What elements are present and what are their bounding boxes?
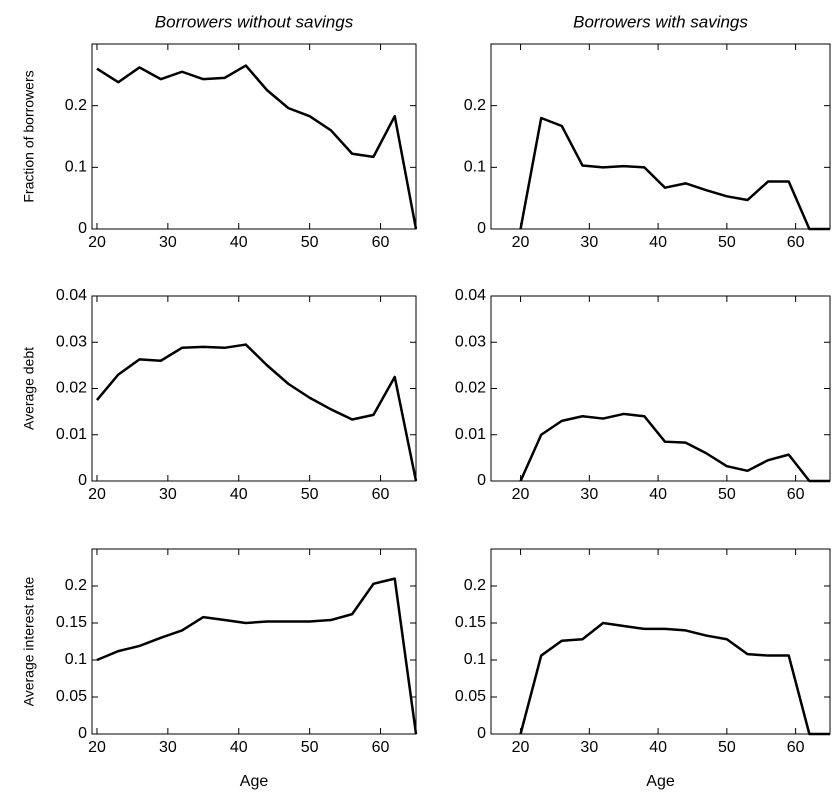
- x-tick-label: 30: [159, 486, 177, 503]
- plot-frame: [490, 548, 831, 735]
- x-tick-label: 50: [718, 739, 736, 756]
- x-tick-label: 50: [301, 486, 319, 503]
- chart-title: Borrowers with savings: [573, 12, 748, 31]
- x-axis-label: Age: [240, 773, 269, 790]
- data-line: [96, 577, 418, 735]
- data-line: [96, 64, 418, 230]
- y-tick-label: 0.02: [455, 380, 486, 397]
- plot-frame: [91, 295, 417, 482]
- x-tick-label: 40: [230, 739, 248, 756]
- y-tick-label: 0.2: [464, 577, 486, 594]
- plot-frame: [91, 548, 417, 735]
- x-tick-label: 30: [580, 739, 598, 756]
- x-tick-label: 60: [787, 234, 805, 251]
- data-line: [96, 343, 418, 482]
- x-tick-label: 60: [372, 234, 390, 251]
- y-tick-label: 0.05: [455, 688, 486, 705]
- x-tick-label: 20: [512, 739, 530, 756]
- y-tick-label: 0.1: [65, 651, 87, 668]
- x-tick-label: 60: [372, 486, 390, 503]
- y-tick-label: 0: [78, 725, 87, 742]
- x-tick-label: 40: [649, 234, 667, 251]
- y-tick-label: 0: [477, 725, 486, 742]
- x-tick-label: 40: [649, 486, 667, 503]
- y-tick-label: 0.15: [56, 614, 87, 631]
- plot-frame: [490, 295, 831, 482]
- x-tick-label: 50: [301, 739, 319, 756]
- plot-frame: [490, 43, 831, 230]
- data-line: [519, 412, 830, 483]
- y-tick-label: 0: [78, 472, 87, 489]
- x-tick-label: 40: [649, 739, 667, 756]
- y-axis-label: Average interest rate: [21, 576, 37, 706]
- plot-frame: [91, 43, 417, 230]
- x-tick-label: 50: [718, 234, 736, 251]
- x-tick-label: 20: [512, 486, 530, 503]
- x-tick-label: 60: [787, 739, 805, 756]
- y-tick-label: 0.04: [455, 287, 486, 304]
- x-tick-label: 60: [372, 739, 390, 756]
- x-tick-label: 20: [512, 234, 530, 251]
- y-tick-label: 0.03: [455, 333, 486, 350]
- y-tick-label: 0.2: [65, 97, 87, 114]
- data-line: [519, 621, 830, 736]
- y-tick-label: 0.2: [464, 97, 486, 114]
- x-tick-label: 20: [88, 739, 106, 756]
- y-tick-label: 0.1: [464, 159, 486, 176]
- x-tick-label: 40: [230, 234, 248, 251]
- data-line: [519, 116, 830, 231]
- x-tick-label: 30: [159, 739, 177, 756]
- x-tick-label: 40: [230, 486, 248, 503]
- x-tick-label: 60: [787, 486, 805, 503]
- chart-title: Borrowers without savings: [155, 12, 354, 31]
- x-tick-label: 30: [580, 486, 598, 503]
- y-tick-label: 0.15: [455, 614, 486, 631]
- y-tick-label: 0.01: [455, 426, 486, 443]
- x-axis-label: Age: [646, 773, 675, 790]
- y-tick-label: 0: [78, 220, 87, 237]
- x-tick-label: 50: [301, 234, 319, 251]
- x-tick-label: 20: [88, 234, 106, 251]
- y-axis-label: Average debt: [21, 347, 37, 430]
- y-tick-label: 0.04: [56, 287, 87, 304]
- y-tick-label: 0.03: [56, 333, 87, 350]
- y-tick-label: 0.05: [56, 688, 87, 705]
- x-tick-label: 30: [159, 234, 177, 251]
- y-tick-label: 0: [477, 220, 486, 237]
- y-axis-label: Fraction of borrowers: [21, 70, 37, 202]
- y-tick-label: 0.1: [65, 159, 87, 176]
- x-tick-label: 50: [718, 486, 736, 503]
- y-tick-label: 0.02: [56, 380, 87, 397]
- y-tick-label: 0.2: [65, 577, 87, 594]
- y-tick-label: 0.01: [56, 426, 87, 443]
- y-tick-label: 0.1: [464, 651, 486, 668]
- y-tick-label: 0: [477, 472, 486, 489]
- x-tick-label: 30: [580, 234, 598, 251]
- x-tick-label: 20: [88, 486, 106, 503]
